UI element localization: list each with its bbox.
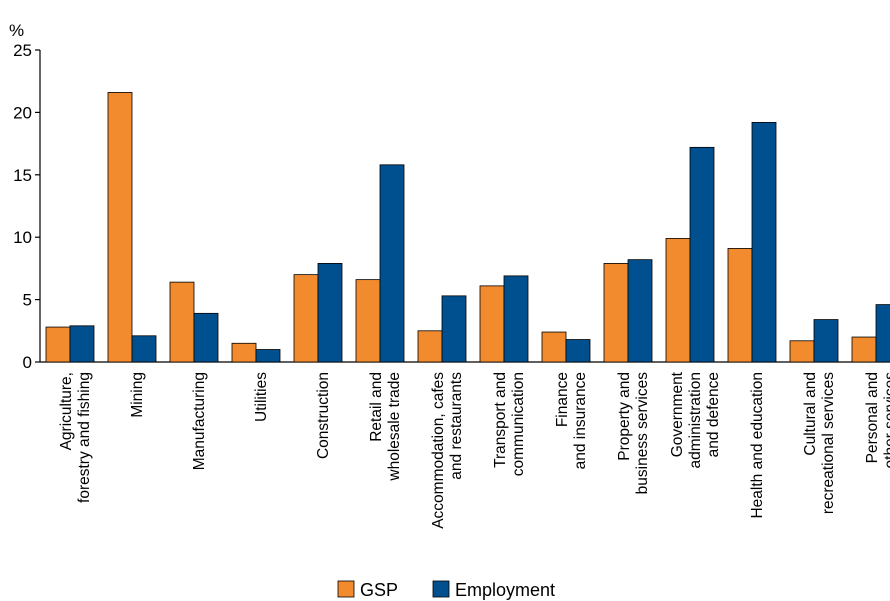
x-tick-label-line: Property and <box>616 372 633 461</box>
y-axis-label: % <box>9 21 24 40</box>
bar-employment-0 <box>69 325 95 363</box>
x-tick-label-3: Utilities <box>253 372 270 422</box>
bar-employment-9 <box>627 259 653 363</box>
x-tick-label-12: Cultural and recreational services <box>802 372 837 514</box>
x-tick-label-line: Finance <box>554 372 571 427</box>
bar-gsp-11 <box>727 248 753 363</box>
bar-gsp-10 <box>665 238 691 363</box>
bar-employment-1 <box>131 335 157 363</box>
bar-employment-13 <box>875 304 890 363</box>
bar-gsp-4 <box>293 274 319 363</box>
x-tick-label-1: Mining <box>129 372 146 418</box>
y-tick-label: 15 <box>13 166 32 185</box>
bar-gsp-2 <box>169 281 195 363</box>
bar-gsp-1 <box>107 92 133 363</box>
bar-employment-8 <box>565 339 591 363</box>
bar-gsp-12 <box>789 340 815 363</box>
x-tick-label-line: and restaurants <box>448 372 465 480</box>
x-tick-label-line: Health and education <box>749 372 766 519</box>
y-tick-label: 20 <box>13 103 32 122</box>
x-tick-label-11: Health and education <box>749 372 766 519</box>
x-tick-label-line: Utilities <box>253 372 270 422</box>
y-axis-ticks: 0 5 10 15 20 25 <box>13 41 40 372</box>
x-tick-label-line: Retail and <box>368 372 385 442</box>
legend: GSP Employment <box>337 580 555 600</box>
x-tick-label-7: Transport and communication <box>492 372 527 476</box>
x-tick-label-9: Property and business services <box>616 372 651 495</box>
bar-employment-4 <box>317 263 343 363</box>
bar-employment-7 <box>503 275 529 363</box>
bar-gsp-13 <box>851 336 877 363</box>
x-tick-label-2: Manufacturing <box>191 372 208 470</box>
y-tick-label: 25 <box>13 41 32 60</box>
x-tick-label-line: Agriculture, <box>58 372 75 450</box>
x-tick-label-4: Construction <box>315 372 332 459</box>
bar-employment-3 <box>255 349 281 363</box>
x-tick-label-10: Government administration and defence <box>669 371 722 468</box>
x-tick-label-line: Mining <box>129 372 146 418</box>
bar-gsp-9 <box>603 263 629 363</box>
x-tick-label-line: other services <box>882 372 890 469</box>
x-axis-labels: Agriculture, forestry and fishing Mining Ma… <box>58 371 890 528</box>
y-tick-label: 0 <box>23 353 32 372</box>
x-tick-label-line: Personal and <box>864 372 881 463</box>
bar-employment-11 <box>751 121 777 363</box>
x-tick-label-line: Construction <box>315 372 332 459</box>
x-tick-label-line: and insurance <box>572 372 589 469</box>
x-tick-label-line: business services <box>634 372 651 495</box>
legend-swatch-employment <box>432 580 450 598</box>
bar-gsp-8 <box>541 331 567 363</box>
x-tick-label-8: Finance and insurance <box>554 372 589 469</box>
y-tick-label: 10 <box>13 228 32 247</box>
x-tick-label-line: recreational services <box>820 372 837 514</box>
x-tick-label-line: communication <box>510 372 527 476</box>
x-tick-label-line: Manufacturing <box>191 372 208 470</box>
bar-employment-12 <box>813 319 839 363</box>
bar-gsp-5 <box>355 279 381 363</box>
bar-gsp-3 <box>231 342 257 363</box>
legend-label-gsp: GSP <box>360 580 398 600</box>
bar-gsp-6 <box>417 330 443 363</box>
x-tick-label-5: Retail and wholesale trade <box>368 372 403 482</box>
x-tick-label-line: Cultural and <box>802 372 819 456</box>
bar-gsp-7 <box>479 285 505 363</box>
x-tick-label-6: Accommodation, cafes and restaurants <box>430 372 465 529</box>
x-tick-label-line: forestry and fishing <box>76 372 93 503</box>
x-tick-label-line: Transport and <box>492 372 509 468</box>
x-tick-label-line: and defence <box>705 372 722 457</box>
y-tick-label: 5 <box>23 291 32 310</box>
bar-employment-6 <box>441 295 467 363</box>
bars <box>45 92 890 363</box>
x-tick-label-line: Government <box>669 371 686 457</box>
bar-employment-5 <box>379 164 405 363</box>
x-tick-label-13: Personal and other services <box>864 372 890 469</box>
legend-label-employment: Employment <box>455 580 555 600</box>
legend-swatch-gsp <box>337 580 355 598</box>
x-tick-label-line: administration <box>687 372 704 469</box>
bar-gsp-0 <box>45 326 71 363</box>
bar-employment-2 <box>193 312 219 363</box>
x-tick-label-line: wholesale trade <box>386 372 403 482</box>
bar-employment-10 <box>689 146 715 363</box>
x-tick-label-0: Agriculture, forestry and fishing <box>58 372 93 503</box>
x-tick-label-line: Accommodation, cafes <box>430 372 447 529</box>
